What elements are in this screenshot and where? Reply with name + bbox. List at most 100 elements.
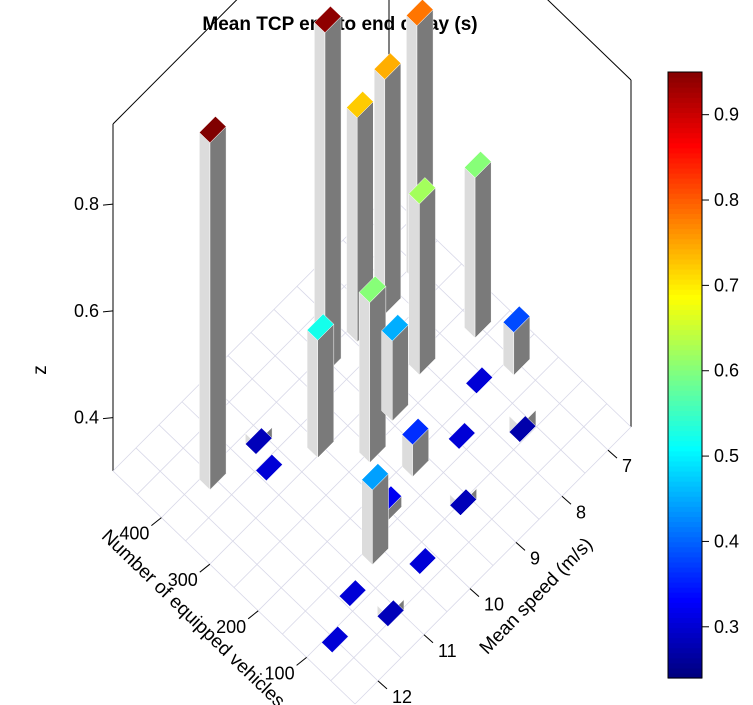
colorbar-segment [668, 617, 702, 624]
colorbar-segment [668, 430, 702, 437]
colorbar-segment [668, 390, 702, 396]
bar-top [405, 0, 434, 27]
y-tick [469, 588, 480, 597]
box-edge-top-right [547, 0, 632, 81]
x-tick [151, 517, 162, 526]
colorbar-segment [668, 607, 702, 613]
colorbar-segment [668, 577, 702, 583]
colorbar-segment [668, 147, 702, 154]
bar-face-left [346, 106, 358, 343]
colorbar-segment [668, 122, 702, 129]
colorbar-segment [668, 112, 702, 119]
colorbar-segment [668, 349, 702, 356]
colorbar-tick-label: 0.7 [714, 275, 739, 295]
colorbar-segment [668, 521, 702, 528]
colorbar-segment [668, 263, 702, 270]
y-tick-label: 11 [438, 641, 457, 661]
colorbar-segment [668, 218, 702, 225]
colorbar-segment [668, 662, 702, 669]
colorbar-segment [668, 460, 702, 467]
colorbar-segment [668, 506, 702, 512]
colorbar-segment [668, 380, 702, 386]
bar [255, 453, 283, 482]
bar [408, 177, 436, 376]
z-tick-label: 0.6 [74, 301, 99, 321]
colorbar-segment [668, 511, 702, 517]
bar-face-right [209, 126, 227, 491]
colorbar-segment [668, 274, 702, 280]
colorbar-segment [668, 455, 702, 462]
colorbar-segment [668, 672, 702, 679]
bar-top [313, 5, 342, 34]
z-tick-label: 0.4 [74, 408, 99, 428]
bar [338, 579, 367, 607]
bar [408, 547, 437, 575]
y-tick-label: 12 [392, 687, 412, 705]
bar [448, 422, 476, 450]
colorbar-segment [668, 339, 702, 346]
colorbar-segment [668, 425, 702, 432]
colorbar-segment [668, 470, 702, 477]
x-tick [199, 563, 211, 573]
bar-top [198, 116, 227, 144]
colorbar-segment [668, 364, 702, 371]
colorbar-segment [668, 228, 702, 235]
colorbar-segment [668, 622, 702, 629]
bar-face-right [474, 161, 492, 339]
box-edge-top-left [112, 0, 238, 125]
z-tick [102, 417, 114, 420]
colorbar-segment [668, 435, 702, 442]
colorbar-segment [668, 440, 702, 447]
colorbar-segment [668, 279, 702, 285]
bar-top [346, 91, 374, 119]
colorbar-segment [668, 208, 702, 214]
colorbar-segment [668, 309, 702, 315]
colorbar-segment [668, 501, 702, 507]
z-axis-label: z [30, 365, 51, 375]
colorbar-segment [668, 395, 702, 401]
bar [306, 313, 335, 459]
colorbar-segment [668, 375, 702, 381]
colorbar-segment [668, 72, 702, 78]
colorbar-segment [668, 582, 702, 588]
floor-grid-line [135, 447, 379, 682]
bar-face-left [408, 193, 420, 376]
colorbar-segment [668, 107, 702, 113]
x-tick [296, 657, 307, 666]
colorbar-segment [668, 314, 702, 321]
colorbar-segment [668, 551, 702, 558]
colorbar-segment [668, 536, 702, 543]
y-tick [423, 634, 434, 644]
colorbar-segment [668, 541, 702, 548]
bar [449, 488, 477, 517]
colorbar-segment [668, 526, 702, 533]
bar [508, 409, 537, 443]
bar [361, 463, 389, 566]
colorbar-segment [668, 132, 702, 139]
colorbar-segment [668, 193, 702, 199]
bar-top [408, 547, 437, 575]
bar-top [448, 422, 476, 450]
colorbar-tick-label: 0.5 [714, 446, 739, 466]
colorbar-segment [668, 102, 702, 108]
bar-top [358, 275, 387, 303]
bar [376, 599, 405, 628]
colorbar-segment [668, 299, 702, 305]
colorbar-segment [668, 450, 702, 457]
colorbar-segment [668, 571, 702, 578]
bar [401, 417, 430, 478]
colorbar-segment [668, 667, 702, 674]
bar-top [465, 366, 493, 394]
bar-face-right [384, 62, 402, 315]
colorbar-segment [668, 319, 702, 326]
bars [198, 0, 537, 653]
bar-top [373, 52, 402, 80]
colorbar-segment [668, 400, 702, 406]
colorbar-segment [668, 87, 702, 93]
bar-face-left [464, 166, 476, 339]
colorbar-frame [667, 71, 703, 679]
colorbar-segment [668, 162, 702, 169]
floor-grid-line [204, 378, 448, 612]
bar [464, 151, 492, 339]
colorbar-segment [668, 248, 702, 255]
